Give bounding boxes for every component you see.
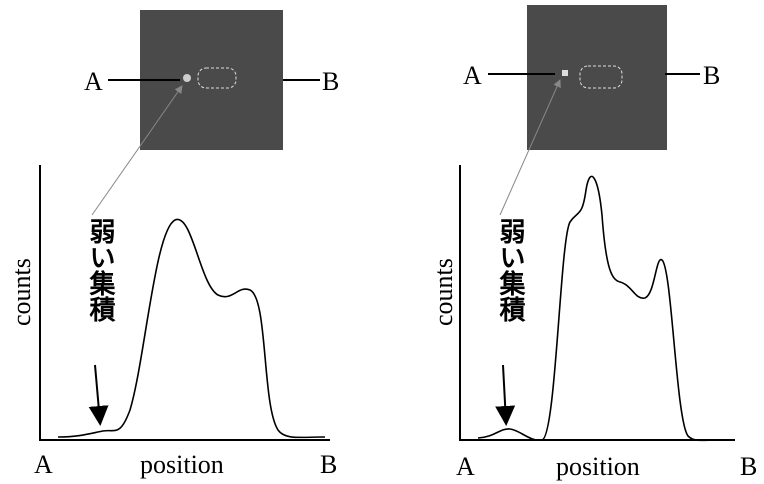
annotation: 弱い集積 <box>495 218 526 323</box>
x-label: position <box>140 450 224 479</box>
image-label-a: A <box>84 67 103 96</box>
micrograph <box>527 5 667 150</box>
y-label: counts <box>429 258 458 326</box>
x-start: A <box>34 450 53 479</box>
spot <box>183 74 191 82</box>
pointer-line <box>92 86 182 215</box>
spot <box>562 70 568 76</box>
figure: A B A position B counts 弱い集積 A B A posit… <box>0 0 764 484</box>
image-label-b: B <box>322 67 339 96</box>
y-label: counts <box>7 258 36 326</box>
annotation-arrow <box>503 365 506 422</box>
annotation: 弱い集積 <box>85 218 116 323</box>
panel-left: A B A position B counts 弱い集積 <box>7 10 339 479</box>
image-label-b: B <box>703 61 720 90</box>
axes <box>40 165 330 440</box>
x-start: A <box>456 452 475 481</box>
x-end: B <box>320 450 337 479</box>
x-label: position <box>556 452 640 481</box>
x-end: B <box>740 452 757 481</box>
annotation-arrow <box>95 365 100 422</box>
image-label-a: A <box>463 61 482 90</box>
panel-right: A B A position B counts 弱い集積 <box>429 5 757 481</box>
